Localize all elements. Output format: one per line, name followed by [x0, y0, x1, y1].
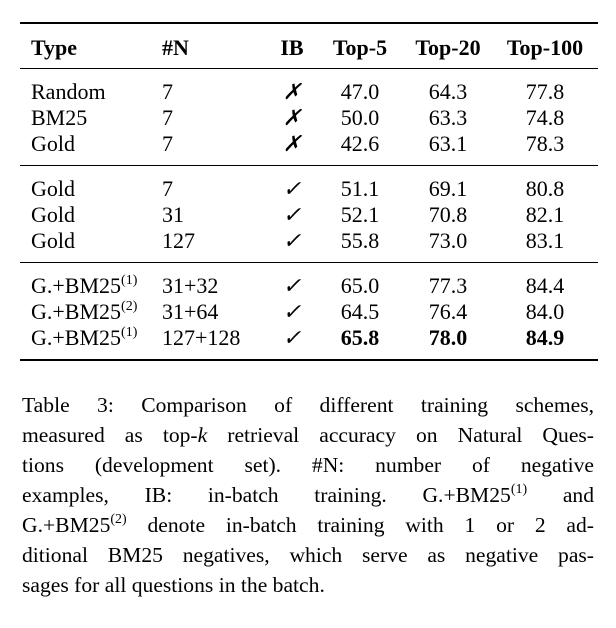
cell-top100: 74.8: [492, 105, 598, 131]
cell-type-sup: (1): [121, 325, 137, 340]
cell-type: BM25: [20, 105, 162, 131]
cell-top5: 64.5: [316, 299, 404, 325]
cell-top5: 50.0: [316, 105, 404, 131]
cell-top5-best: 65.8: [316, 325, 404, 360]
caption-text: examples, IB: in-batch training. G.+BM25: [22, 483, 511, 507]
table-group-gold-bm25: G.+BM25(1) 31+32 ✓ 65.0 77.3 84.4 G.+BM2…: [20, 263, 598, 361]
cell-top20: 70.8: [404, 202, 492, 228]
caption-line: tions (development set). #N: number of n…: [22, 450, 594, 480]
cell-n: 31+64: [162, 299, 268, 325]
cell-top100: 84.4: [492, 263, 598, 300]
table-row: BM25 7 ✗ 50.0 63.3 74.8: [20, 105, 598, 131]
cell-top20-best: 78.0: [404, 325, 492, 360]
cell-n: 7: [162, 166, 268, 203]
results-table: Type #N IB Top-5 Top-20 Top-100 Random 7…: [20, 22, 598, 361]
header-ib: IB: [268, 23, 316, 69]
check-mark: ✓: [268, 202, 316, 228]
cell-n: 31: [162, 202, 268, 228]
cell-type-text: G.+BM25: [31, 325, 121, 350]
check-mark: ✓: [268, 325, 316, 360]
cell-n: 127: [162, 228, 268, 263]
header-top20: Top-20: [404, 23, 492, 69]
cell-top20: 69.1: [404, 166, 492, 203]
cell-top100: 84.0: [492, 299, 598, 325]
cross-mark: ✗: [268, 131, 316, 166]
table-group-gold-inbatch: Gold 7 ✓ 51.1 69.1 80.8 Gold 31 ✓ 52.1 7…: [20, 166, 598, 263]
caption-text: denote in-batch training with 1 or 2 ad-: [127, 513, 594, 537]
cell-top100: 78.3: [492, 131, 598, 166]
caption-text: G.+BM25: [22, 513, 110, 537]
caption-line: examples, IB: in-batch training. G.+BM25…: [22, 480, 594, 510]
table-caption: Table 3: Comparison of different trainin…: [22, 390, 594, 600]
caption-line: G.+BM25(2) denote in-batch training with…: [22, 510, 594, 540]
caption-text: retrieval accuracy on Natural Ques-: [207, 423, 594, 447]
cell-top20: 64.3: [404, 69, 492, 106]
caption-line: sages for all questions in the batch.: [22, 570, 594, 600]
cell-type: G.+BM25(1): [20, 263, 162, 300]
header-n: #N: [162, 23, 268, 69]
cell-n: 7: [162, 131, 268, 166]
table-group-negatives: Random 7 ✗ 47.0 64.3 77.8 BM25 7 ✗ 50.0 …: [20, 69, 598, 166]
cell-top5: 42.6: [316, 131, 404, 166]
header-top100: Top-100: [492, 23, 598, 69]
cell-top20: 76.4: [404, 299, 492, 325]
cell-type: Gold: [20, 131, 162, 166]
cell-top5: 52.1: [316, 202, 404, 228]
cell-n: 7: [162, 105, 268, 131]
check-mark: ✓: [268, 299, 316, 325]
cell-top20: 63.3: [404, 105, 492, 131]
caption-text: and: [527, 483, 594, 507]
cell-type-text: G.+BM25: [31, 273, 121, 298]
caption-line: Table 3: Comparison of different trainin…: [22, 390, 594, 420]
cell-top5: 51.1: [316, 166, 404, 203]
table-row: G.+BM25(1) 31+32 ✓ 65.0 77.3 84.4: [20, 263, 598, 300]
cross-mark: ✗: [268, 105, 316, 131]
cell-type-text: G.+BM25: [31, 299, 121, 324]
caption-sup: (2): [110, 512, 126, 527]
table-row-best: G.+BM25(1) 127+128 ✓ 65.8 78.0 84.9: [20, 325, 598, 360]
table-header: Type #N IB Top-5 Top-20 Top-100: [20, 23, 598, 69]
cross-mark: ✗: [268, 69, 316, 106]
cell-type: Gold: [20, 166, 162, 203]
cell-top5: 55.8: [316, 228, 404, 263]
cell-top20: 77.3: [404, 263, 492, 300]
caption-sup: (1): [511, 482, 527, 497]
cell-top100: 77.8: [492, 69, 598, 106]
cell-type: G.+BM25(1): [20, 325, 162, 360]
cell-top20: 63.1: [404, 131, 492, 166]
table-row: Gold 31 ✓ 52.1 70.8 82.1: [20, 202, 598, 228]
cell-type: Random: [20, 69, 162, 106]
cell-n: 127+128: [162, 325, 268, 360]
cell-type-sup: (2): [121, 299, 137, 314]
caption-text: measured as top-: [22, 423, 198, 447]
table-row: Gold 7 ✓ 51.1 69.1 80.8: [20, 166, 598, 203]
check-mark: ✓: [268, 228, 316, 263]
header-type: Type: [20, 23, 162, 69]
cell-top20: 73.0: [404, 228, 492, 263]
table-row: Gold 7 ✗ 42.6 63.1 78.3: [20, 131, 598, 166]
cell-type-sup: (1): [121, 273, 137, 288]
cell-top100: 80.8: [492, 166, 598, 203]
check-mark: ✓: [268, 263, 316, 300]
cell-top100: 83.1: [492, 228, 598, 263]
table-row: Random 7 ✗ 47.0 64.3 77.8: [20, 69, 598, 106]
caption-line: measured as top-k retrieval accuracy on …: [22, 420, 594, 450]
check-mark: ✓: [268, 166, 316, 203]
header-row: Type #N IB Top-5 Top-20 Top-100: [20, 23, 598, 69]
cell-top100-best: 84.9: [492, 325, 598, 360]
table-row: Gold 127 ✓ 55.8 73.0 83.1: [20, 228, 598, 263]
cell-top5: 65.0: [316, 263, 404, 300]
cell-type: Gold: [20, 228, 162, 263]
cell-top5: 47.0: [316, 69, 404, 106]
caption-math-k: k: [198, 423, 208, 447]
caption-line: ditional BM25 negatives, which serve as …: [22, 540, 594, 570]
cell-n: 31+32: [162, 263, 268, 300]
cell-type: G.+BM25(2): [20, 299, 162, 325]
cell-n: 7: [162, 69, 268, 106]
header-top5: Top-5: [316, 23, 404, 69]
cell-type: Gold: [20, 202, 162, 228]
cell-top100: 82.1: [492, 202, 598, 228]
table-row: G.+BM25(2) 31+64 ✓ 64.5 76.4 84.0: [20, 299, 598, 325]
